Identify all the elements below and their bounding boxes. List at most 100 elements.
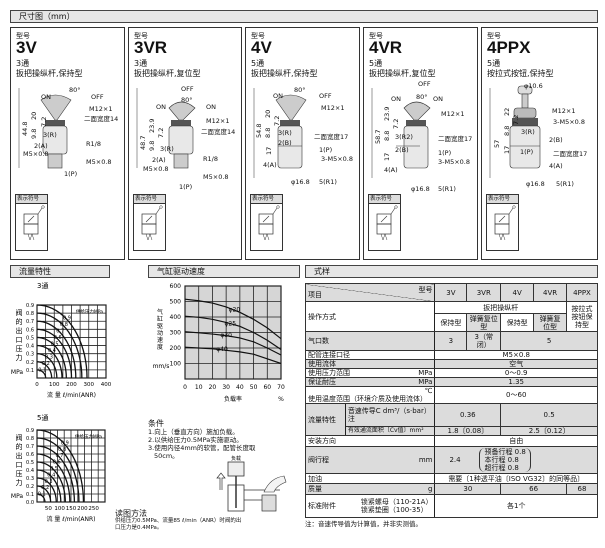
curve-label: 0.7 (56, 329, 64, 335)
x-tick: 200 (77, 506, 88, 512)
y-tick: 0.0 (26, 500, 34, 506)
y-tick: 0.7 (26, 444, 34, 450)
stroke-unit: mm (418, 456, 433, 464)
dimension-label: 4(A) (263, 161, 277, 169)
flow-curve (36, 485, 52, 503)
x-axis-label: 流 量 ℓ/min(ANR) (46, 515, 95, 523)
flow-curve (36, 361, 53, 379)
acc-value: 各1个 (434, 494, 598, 518)
curve-label: 0.2 (41, 485, 49, 491)
y-tick: 0.4 (26, 468, 34, 474)
y-axis-label-char: 力 (16, 478, 23, 487)
x-axis-label: 负载率 (224, 395, 242, 403)
dimension-label: M12×1 (206, 117, 230, 125)
dimension-label: 17 (383, 152, 391, 161)
dimension-label: M5×0.8 (143, 165, 169, 173)
op-spring: 弹簧复位型 (533, 313, 568, 332)
flow-curve (36, 445, 76, 503)
curve-label: 0.5 (50, 466, 58, 472)
dimension-label: 80° (416, 93, 428, 101)
dimension-label: 22 (503, 107, 511, 116)
dimension-label: 二面宽度17 (553, 150, 588, 158)
col-3v: 3V (434, 283, 468, 302)
port-count: 5通 (251, 59, 265, 68)
proof-value: 1.35 (434, 377, 598, 387)
stroke-text: 阀行程 (308, 456, 329, 464)
y-axis-label-char: 缸 (157, 315, 163, 323)
port-count: 3通 (134, 59, 148, 68)
valve-drawing (253, 88, 307, 178)
dimension-label: 3-M5×0.8 (321, 155, 354, 163)
x-tick: 70 (277, 384, 285, 391)
dimension-label: 1(P) (520, 148, 534, 156)
dimension-label: 80° (294, 86, 306, 94)
valve-drawing (136, 88, 196, 169)
dimension-label: 3(R) (521, 128, 535, 136)
conditions: 条件 1.向上（垂直方向）施加负载。 2.以供给压力0.5MPa实施驱动。 3.… (148, 419, 256, 461)
temp-unit: ℃ (424, 387, 433, 395)
fluid-label: 使用流体 (304, 359, 436, 369)
model-tag: 型号 (134, 32, 148, 40)
dimension-label: 4(A) (549, 162, 563, 170)
valve-symbol-icon (494, 205, 516, 241)
curve-label: 0.9 (63, 316, 71, 322)
y-tick: 500 (170, 299, 182, 306)
curve-label: 0.3 (45, 479, 53, 485)
mount-label: 安装方向 (304, 435, 436, 447)
speed-line (184, 331, 282, 356)
panel-4vr: 型号 4VR 5通 扳把操纵杆,复位型 表示符号 OFF ON 80° ON M12×1… (363, 27, 478, 260)
speed-line (184, 315, 282, 351)
valve-symbol-icon (376, 205, 398, 241)
dimension-label: 3-M5×0.8 (438, 158, 471, 166)
x-tick: 40 (236, 384, 244, 391)
dimension-label: φ16.8 (411, 185, 430, 193)
read-method: 读图方法 供给压力0.5MPa、流量85 ℓ/min（ANR）时阀的出口压力是0… (115, 510, 245, 532)
panel-3v: 型号 3V 3通 扳把操纵杆,保持型 表示符号 ON 80° OFF M12×1 二面宽… (10, 27, 125, 260)
stroke-main: 本行程 0.8 (484, 456, 519, 464)
col-3vr: 3VR (466, 283, 502, 302)
conditions-title: 条件 (148, 419, 164, 428)
temp-text: 使用温度范围（环境介质及使用流体） (308, 395, 427, 403)
model-desc: 扳把操纵杆,复位型 (134, 69, 201, 78)
port-count: 5通 (487, 59, 501, 68)
c-label: 音速传导C dm³/（s·bar）注 (344, 403, 436, 427)
valve-drawing (18, 88, 72, 169)
dimension-label: R1/8 (86, 140, 101, 148)
cv-label: 有效通流面积〔Cv值〕mm² (344, 426, 436, 436)
dimension-label: 2(B) (395, 146, 409, 154)
mass-text: 质量 (308, 485, 322, 493)
oil-value: 需要〔1种透平油〔ISO VG32〕的同等品〕 (434, 473, 598, 484)
y-tick: 0.1 (26, 368, 34, 374)
flow-curve (36, 336, 67, 379)
model-name: 4V (251, 38, 272, 57)
charts: 3通0.10.20.30.40.50.60.70.80.90.10.20.30.… (11, 281, 287, 523)
model-header: 型号 (418, 286, 433, 294)
model-tag: 型号 (251, 32, 265, 40)
fluid-value: 空气 (434, 359, 598, 369)
panel-4ppx: 型号 4PPX 5通 按拉式按钮,保持型 表示符号 φ10.6 M12×1 22 7.… (481, 27, 598, 260)
x-tick: 10 (195, 384, 203, 391)
pressure-label: 使用压力范围 MPa (304, 368, 436, 378)
x-tick: 150 (66, 506, 77, 512)
flow-curve (36, 304, 88, 379)
x-tick: 30 (222, 384, 230, 391)
series-label: φ20 (229, 306, 241, 313)
series-label: φ25 (224, 320, 236, 327)
dimension-label: 二面宽度17 (438, 135, 473, 143)
load-label: 负载 (231, 455, 241, 462)
y-axis-label-char: 阀 (16, 308, 23, 317)
spec-note: 注：音速传导值为计算值，并非实测值。 (305, 520, 422, 528)
op-label: 操作方式 (304, 301, 436, 332)
flowc-label: 流量特性 (305, 403, 346, 436)
stroke-label: 阀行程 mm (304, 446, 436, 474)
ports-3v: 3 (434, 331, 468, 351)
model-tag: 型号 (16, 32, 30, 40)
legend-label: 供给压力MPa (76, 308, 103, 315)
mass-3port: 30 (434, 483, 502, 495)
dimension-label: 2(A) (34, 142, 48, 150)
dimension-label: 7.2 (392, 118, 400, 129)
dimension-label: M12×1 (89, 105, 113, 113)
proof-text: 保证耐压 (308, 378, 336, 386)
series-label: φ30 (220, 332, 232, 339)
op-hold: 保持型 (434, 313, 468, 332)
